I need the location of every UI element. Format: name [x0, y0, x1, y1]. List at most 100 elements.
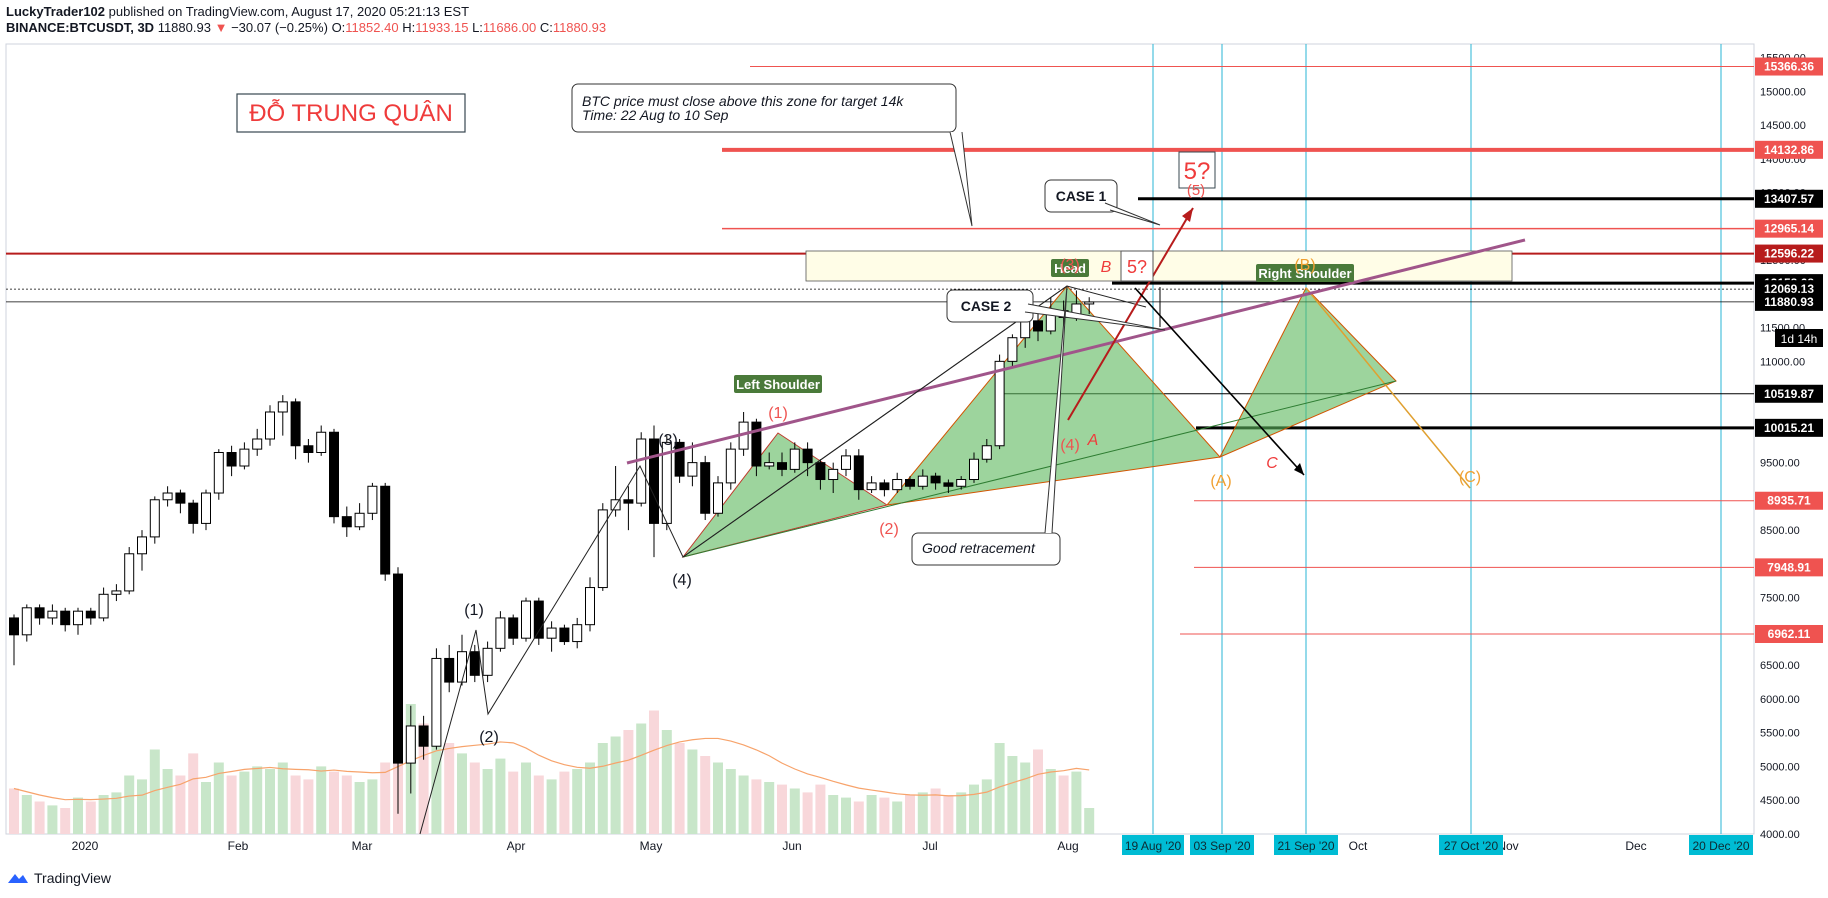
- volume-bar: [905, 795, 915, 834]
- candle-body: [572, 624, 583, 643]
- candle-body: [111, 590, 122, 595]
- candle-body: [482, 647, 493, 676]
- volume-bar: [802, 792, 813, 834]
- wave-B-label: B: [1101, 259, 1112, 276]
- case1-arrow: [1067, 207, 1194, 421]
- wave-4-label: (4): [672, 572, 692, 589]
- price-badge-label: 11880.93: [1764, 295, 1814, 309]
- candle-body: [764, 462, 775, 467]
- date-badge: [1190, 835, 1254, 855]
- candle-body: [687, 462, 698, 477]
- x-tick-label: Apr: [507, 839, 526, 853]
- price-badge-label: 12069.13: [1764, 282, 1814, 296]
- callouts: ĐỖ TRUNG QUÂN BTC price must close above…: [236, 83, 1216, 566]
- candle-body: [457, 651, 467, 683]
- y-tick-label: 6500.00: [1760, 660, 1800, 672]
- candle-body: [956, 479, 967, 487]
- tradingview-logo-icon: [8, 874, 28, 883]
- volume-bar: [892, 801, 903, 834]
- candle-body: [444, 657, 455, 683]
- volume-bar: [1020, 762, 1031, 834]
- candle-body: [60, 610, 71, 626]
- candle-body: [828, 468, 839, 481]
- candles: [9, 290, 1095, 814]
- left-shoulder-label: Left Shoulder: [736, 377, 820, 392]
- volume-bar: [572, 769, 583, 834]
- open-value: 11852.40: [345, 20, 399, 35]
- volume-bar: [111, 792, 122, 834]
- candle-body: [277, 401, 288, 413]
- candle-body: [777, 462, 787, 470]
- volume-bar: [341, 775, 352, 834]
- price-badges: 15366.36 14132.86 13407.57 12965.14 12596.22…: [1755, 57, 1823, 643]
- y-tick-label: 4000.00: [1760, 829, 1800, 841]
- candle-body: [431, 657, 442, 747]
- volume-bar: [482, 769, 493, 834]
- high-label: H:: [402, 20, 416, 35]
- candle-body: [610, 499, 621, 511]
- volume-bar: [917, 792, 928, 834]
- wave-2-label: (2): [479, 729, 499, 746]
- wave-3o-label: (3): [1060, 257, 1080, 274]
- wave-1o-label: (1): [768, 405, 788, 422]
- chart-header: LuckyTrader102 published on TradingView.…: [6, 4, 606, 36]
- price-badge: [1755, 418, 1823, 437]
- tradingview-footer[interactable]: TradingView: [6, 870, 111, 886]
- candle-body: [303, 445, 314, 454]
- candle-body: [380, 485, 391, 575]
- price-badge-label: 13407.57: [1764, 192, 1814, 206]
- head-label: Head: [1054, 261, 1086, 276]
- wave-2r-label: (2): [879, 521, 899, 538]
- candle-body: [917, 475, 928, 487]
- volume-bar: [277, 762, 288, 834]
- candle-body: [994, 360, 1005, 447]
- price-badge: [1755, 57, 1823, 76]
- candle-body: [265, 411, 275, 440]
- price-badge: [1755, 189, 1823, 208]
- volume-bar: [201, 782, 211, 834]
- volume-bar: [533, 775, 544, 834]
- note-zone-line1: BTC price must close above this zone for…: [582, 93, 904, 109]
- tradingview-brand: TradingView: [34, 870, 112, 886]
- candle-body: [879, 482, 890, 491]
- volume-bar: [457, 753, 467, 834]
- candle-body: [725, 448, 736, 484]
- volume-bar: [1045, 769, 1056, 834]
- date-badge-label: 20 Dec '20: [1693, 839, 1750, 853]
- x-tick-label: Jul: [922, 839, 937, 853]
- y-tick-label: 8500.00: [1760, 525, 1800, 537]
- x-tick-label: Feb: [228, 839, 249, 853]
- candle-body: [546, 627, 557, 639]
- candle-body: [1007, 337, 1018, 362]
- volume-bar: [188, 753, 199, 834]
- volume-bar: [444, 743, 455, 834]
- candle-body: [1020, 320, 1031, 339]
- date-badge-label: 19 Aug '20: [1125, 839, 1182, 853]
- volume-bar: [636, 723, 647, 834]
- pattern-labels: Left Shoulder Head Right Shoulder: [734, 259, 1354, 393]
- horizontal-levels: [6, 66, 1754, 635]
- candle-body: [930, 475, 941, 484]
- volume-bar: [431, 732, 442, 834]
- candle-body: [354, 512, 365, 528]
- candle-body: [597, 509, 608, 589]
- candle-body: [981, 445, 992, 460]
- volume-bar: [60, 808, 71, 834]
- retracement-pointer: [1044, 285, 1068, 534]
- pattern-triangles: [681, 285, 1471, 558]
- volume-bar: [354, 782, 365, 834]
- wave-C-label: C: [1266, 455, 1278, 472]
- publisher-name[interactable]: LuckyTrader102: [6, 4, 106, 19]
- candle-body: [700, 462, 711, 514]
- note-zone-line2: Time: 22 Aug to 10 Sep: [582, 107, 729, 123]
- candle-body: [85, 610, 96, 619]
- candle-body: [802, 448, 813, 464]
- x-tick-label: Aug: [1057, 839, 1078, 853]
- last-price: 11880.93: [157, 20, 211, 35]
- price-badge-label: 10519.87: [1764, 387, 1814, 401]
- price-badge: [1755, 244, 1823, 263]
- candle-body: [559, 627, 570, 643]
- right-shoulder-label: Right Shoulder: [1258, 266, 1351, 281]
- candle-body: [329, 431, 339, 518]
